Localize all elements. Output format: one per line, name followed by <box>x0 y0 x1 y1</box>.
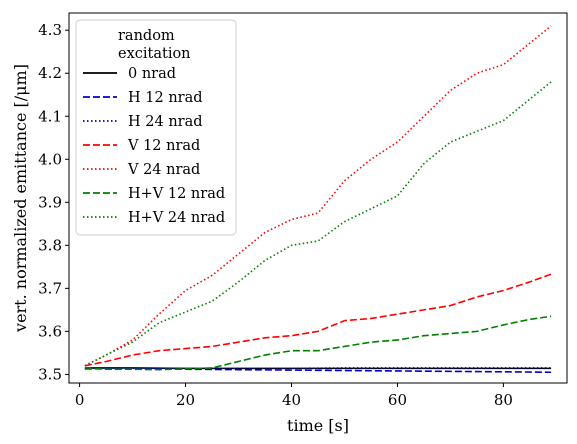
series-line-5 <box>84 315 552 371</box>
legend-label-6: H+V 24 nrad <box>128 210 225 226</box>
y-tick-label-8: 4.3 <box>38 21 62 39</box>
x-tick-label-4: 80 <box>494 391 513 409</box>
series-line-3 <box>84 273 552 367</box>
plot-frame <box>68 12 568 384</box>
ticks-layer: 0 20 40 60 80 3.5 3.6 3.7 3.8 3.9 4.0 4.1 4.2 4.3 <box>38 21 513 409</box>
legend-title-line2: excitation <box>118 46 191 62</box>
series-layer <box>84 25 552 374</box>
y-axis-label: vert. normalized emittance [/μm] <box>11 64 30 333</box>
y-tick-label-3: 3.8 <box>38 236 62 254</box>
y-tick-label-0: 3.5 <box>38 365 62 383</box>
legend-label-2: H 24 nrad <box>128 114 203 130</box>
legend-label-3: V 12 nrad <box>127 138 200 154</box>
y-tick-label-1: 3.6 <box>38 322 62 340</box>
y-tick-label-7: 4.2 <box>38 64 62 82</box>
legend-label-5: H+V 12 nrad <box>128 186 225 202</box>
legend: random excitation 0 nrad H 12 nrad H 24 nr… <box>75 19 237 236</box>
x-axis-label: time [s] <box>287 416 349 435</box>
x-tick-label-2: 40 <box>282 391 301 409</box>
legend-label-4: V 24 nrad <box>127 162 200 178</box>
y-tick-label-2: 3.7 <box>38 279 62 297</box>
x-tick-label-1: 20 <box>176 391 195 409</box>
legend-title-line1: random <box>118 28 175 44</box>
legend-label-0: 0 nrad <box>128 66 176 82</box>
x-tick-label-0: 0 <box>75 391 85 409</box>
y-tick-label-4: 3.9 <box>38 193 62 211</box>
x-tick-label-3: 60 <box>388 391 407 409</box>
y-tick-label-6: 4.1 <box>38 107 62 125</box>
y-tick-label-5: 4.0 <box>38 150 62 168</box>
legend-entries: 0 nrad H 12 nrad H 24 nrad V 12 nrad V 24 nr… <box>83 66 225 226</box>
legend-label-1: H 12 nrad <box>128 90 203 106</box>
